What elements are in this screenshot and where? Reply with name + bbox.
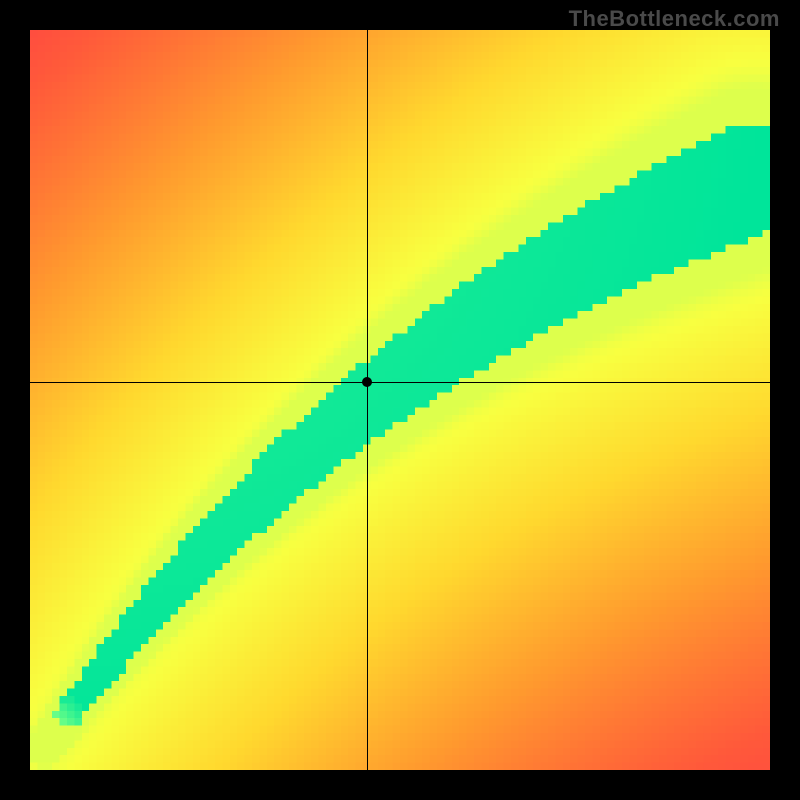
watermark-text: TheBottleneck.com xyxy=(569,6,780,32)
figure-container: TheBottleneck.com xyxy=(0,0,800,800)
crosshair-horizontal xyxy=(30,382,770,383)
crosshair-vertical xyxy=(367,30,368,770)
bottleneck-heatmap xyxy=(30,30,770,770)
crosshair-marker xyxy=(362,377,372,387)
